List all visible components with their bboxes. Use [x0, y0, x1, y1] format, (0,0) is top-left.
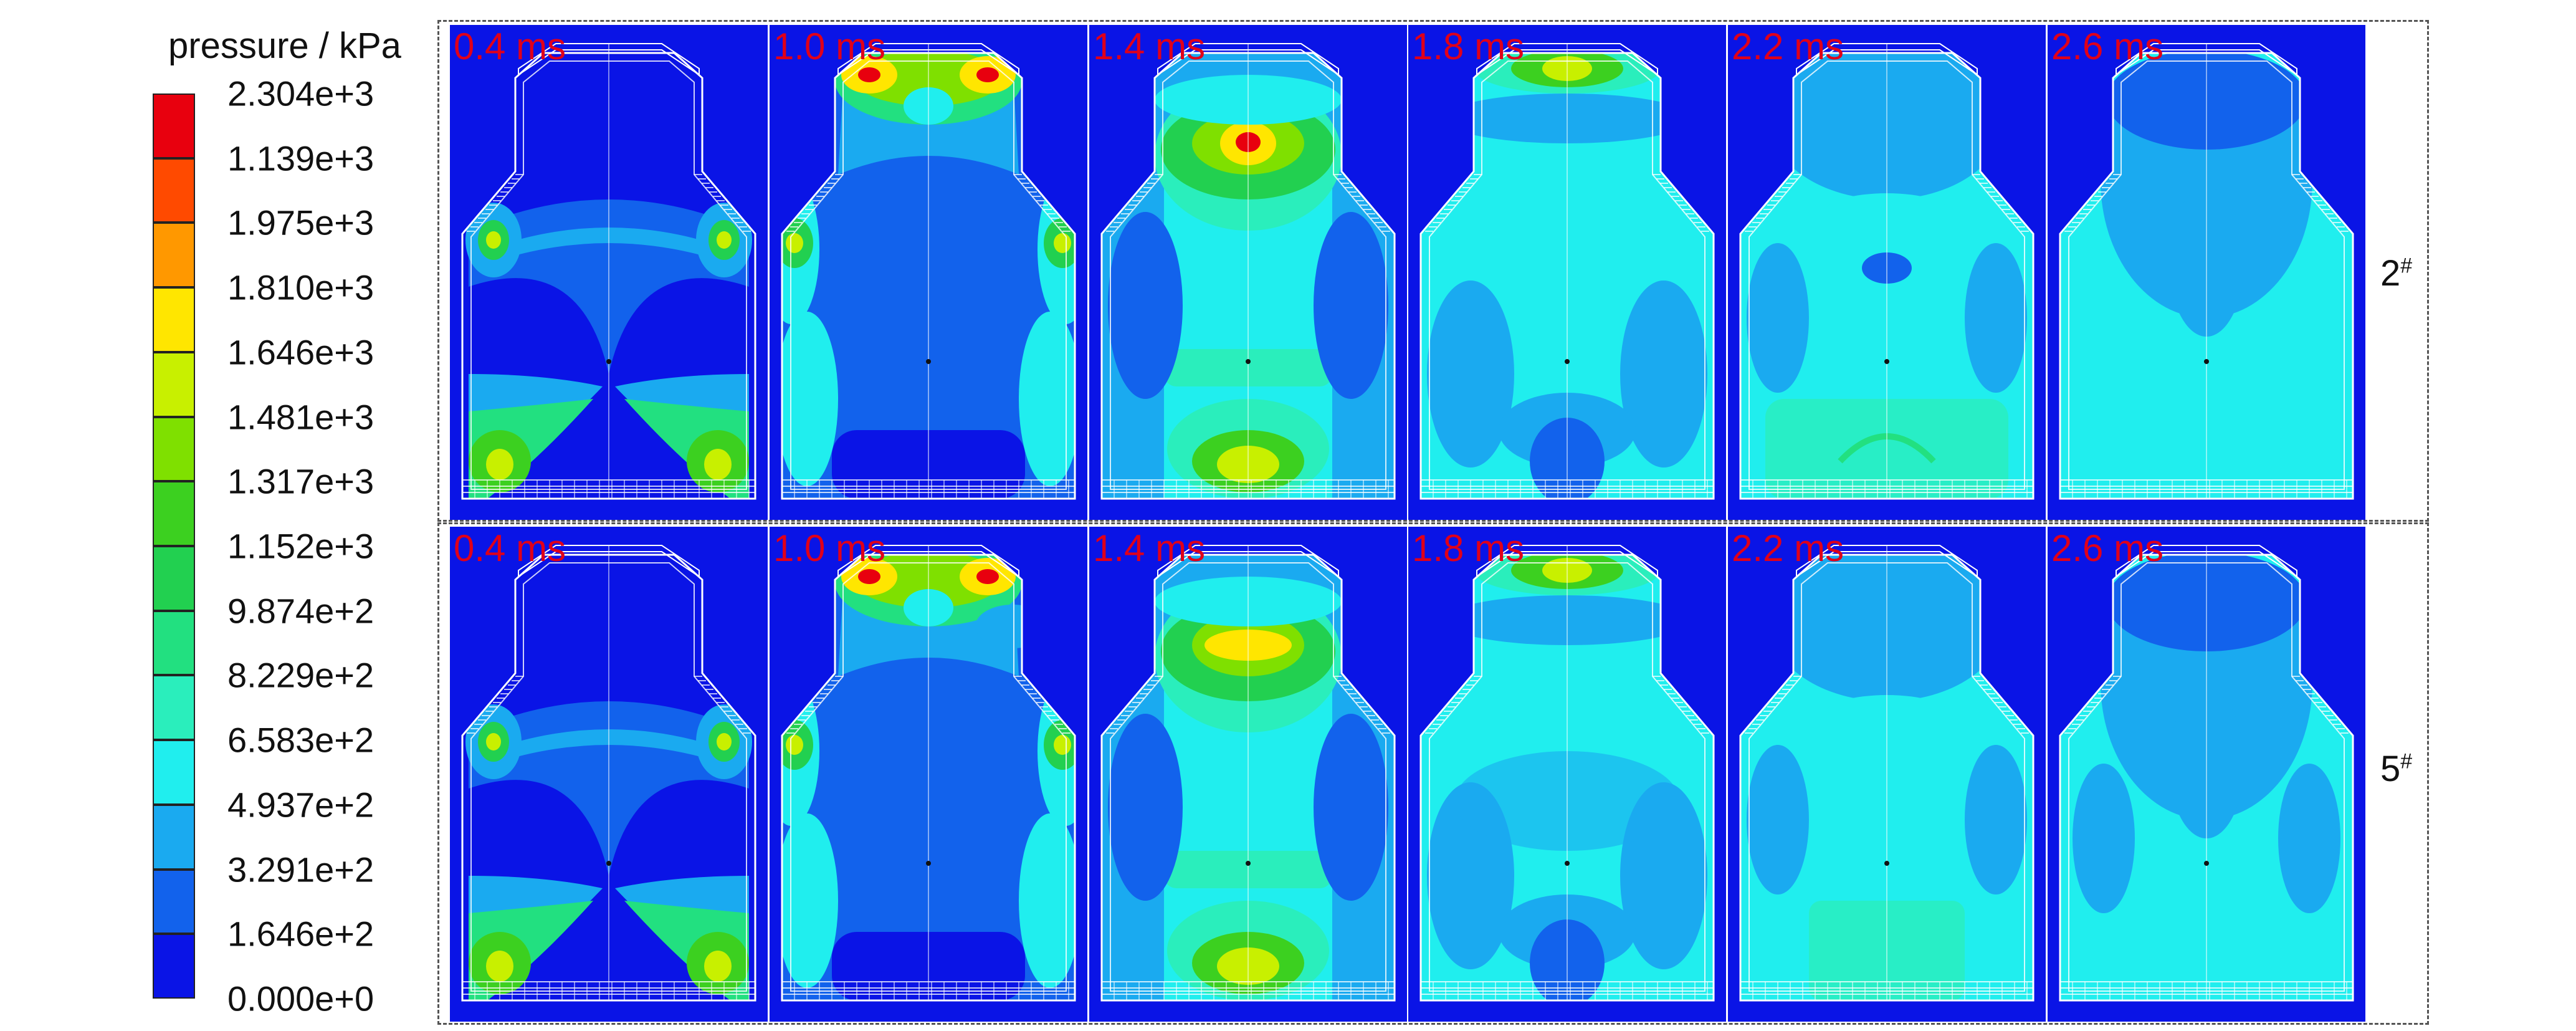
pressure-contour-plot: [450, 527, 768, 1022]
legend-swatch: [153, 416, 195, 482]
contour-panel-row2-t2: 1.0 ms: [770, 527, 1087, 1022]
pressure-legend: pressure / kPa 2.304e+3 1.139e+3 1.975e+3 1…: [0, 0, 436, 1031]
legend-tick-label: 1.646e+2: [227, 914, 374, 954]
legend-tick-label: 4.937e+2: [227, 785, 374, 825]
legend-tick-label: 8.229e+2: [227, 655, 374, 695]
legend-tick-label: 1.481e+3: [227, 397, 374, 437]
legend-tick-label: 3.291e+2: [227, 850, 374, 890]
time-label: 1.0 ms: [773, 26, 886, 67]
contour-panel-row2-t6: 2.6 ms: [2048, 527, 2365, 1022]
legend-tick-label: 1.152e+3: [227, 526, 374, 566]
row-label-2: 2#: [2380, 253, 2413, 294]
legend-swatch: [153, 934, 195, 999]
contour-panel-row2-t3: 1.4 ms: [1089, 527, 1407, 1022]
contour-panel-row1-t1: 0.4 ms: [450, 25, 768, 520]
legend-tick-label: 9.874e+2: [227, 591, 374, 631]
legend-tick-label: 1.139e+3: [227, 138, 374, 178]
legend-swatch: [153, 223, 195, 288]
time-label: 1.4 ms: [1093, 527, 1206, 569]
pressure-contour-plot: [770, 25, 1087, 520]
legend-swatch: [153, 804, 195, 870]
contour-panel-row2-t5: 2.2 ms: [1728, 527, 2046, 1022]
pressure-contour-plot: [2048, 527, 2365, 1022]
pressure-contour-plot: [1089, 527, 1407, 1022]
row-frame-2: [437, 20, 2429, 522]
contour-panel-row1-t2: 1.0 ms: [770, 25, 1087, 520]
time-label: 2.6 ms: [2051, 26, 2164, 67]
legend-swatch: [153, 675, 195, 741]
legend-tick-label: 1.646e+3: [227, 332, 374, 372]
legend-swatch: [153, 740, 195, 805]
pressure-contour-plot: [2048, 25, 2365, 520]
legend-tick-label: 1.810e+3: [227, 267, 374, 307]
contour-panel-row2-t1: 0.4 ms: [450, 527, 768, 1022]
contour-panel-row1-t5: 2.2 ms: [1728, 25, 2046, 520]
legend-title: pressure / kPa: [168, 26, 401, 66]
legend-tick-label: 1.975e+3: [227, 203, 374, 242]
row-frame-5: [437, 522, 2429, 1025]
time-label: 0.4 ms: [454, 26, 566, 67]
legend-tick-label: 6.583e+2: [227, 720, 374, 760]
legend-tick-label: 0.000e+0: [227, 979, 374, 1019]
time-label: 2.2 ms: [1732, 527, 1844, 569]
row-label-5: 5#: [2380, 749, 2413, 789]
pressure-contour-plot: [770, 527, 1087, 1022]
legend-swatch: [153, 287, 195, 352]
time-label: 2.2 ms: [1732, 26, 1844, 67]
time-label: 1.4 ms: [1093, 26, 1206, 67]
pressure-contour-plot: [1408, 527, 1726, 1022]
legend-swatch: [153, 610, 195, 676]
pressure-contour-plot: [450, 25, 768, 520]
legend-swatch: [153, 546, 195, 611]
pressure-contour-plot: [1408, 25, 1726, 520]
legend-swatch: [153, 352, 195, 417]
legend-tick-label: 2.304e+3: [227, 74, 374, 113]
time-label: 0.4 ms: [454, 527, 566, 569]
legend-swatch: [153, 94, 195, 158]
legend-swatch: [153, 158, 195, 223]
pressure-contour-plot: [1728, 25, 2046, 520]
time-label: 1.0 ms: [773, 527, 886, 569]
legend-swatch: [153, 869, 195, 934]
pressure-contour-plot: [1089, 25, 1407, 520]
time-label: 1.8 ms: [1412, 26, 1525, 67]
pressure-contour-plot: [1728, 527, 2046, 1022]
legend-colorbar: [153, 94, 195, 999]
time-label: 1.8 ms: [1412, 527, 1525, 569]
contour-panel-row1-t4: 1.8 ms: [1408, 25, 1726, 520]
legend-tick-label: 1.317e+3: [227, 461, 374, 501]
legend-swatch: [153, 481, 195, 546]
time-label: 2.6 ms: [2051, 527, 2164, 569]
contour-panel-row2-t4: 1.8 ms: [1408, 527, 1726, 1022]
contour-panel-row1-t6: 2.6 ms: [2048, 25, 2365, 520]
contour-panel-row1-t3: 1.4 ms: [1089, 25, 1407, 520]
